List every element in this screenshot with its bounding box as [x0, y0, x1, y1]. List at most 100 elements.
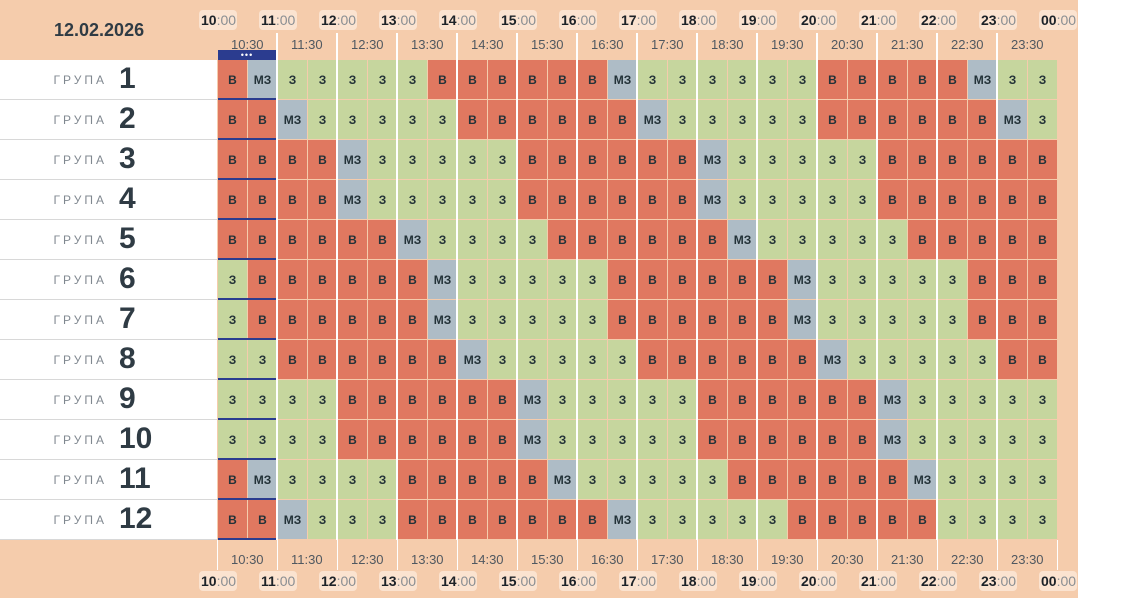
schedule-cell[interactable]: B [398, 300, 427, 339]
schedule-cell[interactable]: З [788, 180, 817, 219]
schedule-cell[interactable]: B [758, 380, 787, 419]
schedule-cell[interactable]: З [218, 380, 247, 419]
schedule-cell[interactable]: B [698, 220, 727, 259]
schedule-cell[interactable]: B [758, 460, 787, 499]
schedule-cell[interactable]: З [578, 300, 607, 339]
schedule-cell[interactable]: B [878, 500, 907, 539]
schedule-cell[interactable]: З [1028, 100, 1057, 139]
schedule-cell[interactable]: З [278, 380, 307, 419]
schedule-cell[interactable]: З [968, 340, 997, 379]
schedule-cell[interactable]: З [218, 300, 247, 339]
schedule-cell[interactable]: З [248, 420, 277, 459]
schedule-cell[interactable]: B [278, 300, 307, 339]
schedule-cell[interactable]: B [998, 260, 1027, 299]
schedule-cell[interactable]: B [518, 500, 547, 539]
schedule-cell[interactable]: З [218, 420, 247, 459]
schedule-cell[interactable]: B [638, 300, 667, 339]
schedule-cell[interactable]: B [488, 380, 517, 419]
schedule-cell[interactable]: B [788, 420, 817, 459]
schedule-cell[interactable]: B [878, 180, 907, 219]
schedule-cell[interactable]: З [968, 420, 997, 459]
schedule-cell[interactable]: МЗ [338, 180, 367, 219]
schedule-cell[interactable]: З [368, 180, 397, 219]
schedule-cell[interactable]: B [968, 260, 997, 299]
schedule-cell[interactable]: З [638, 500, 667, 539]
schedule-cell[interactable]: З [698, 460, 727, 499]
schedule-cell[interactable]: B [428, 500, 457, 539]
schedule-cell[interactable]: З [278, 460, 307, 499]
schedule-cell[interactable]: B [368, 300, 397, 339]
schedule-cell[interactable]: B [428, 460, 457, 499]
schedule-cell[interactable]: З [608, 460, 637, 499]
schedule-cell[interactable]: B [848, 100, 877, 139]
schedule-cell[interactable]: З [458, 140, 487, 179]
schedule-cell[interactable]: B [848, 380, 877, 419]
schedule-cell[interactable]: B [338, 380, 367, 419]
schedule-cell[interactable]: B [698, 300, 727, 339]
group-label[interactable]: ГРУПА 3 [0, 140, 217, 180]
schedule-cell[interactable]: B [638, 140, 667, 179]
schedule-cell[interactable]: З [488, 260, 517, 299]
schedule-cell[interactable]: B [368, 260, 397, 299]
schedule-cell[interactable]: B [728, 380, 757, 419]
schedule-cell[interactable]: З [758, 180, 787, 219]
schedule-cell[interactable]: З [668, 420, 697, 459]
schedule-cell[interactable]: B [248, 220, 277, 259]
schedule-cell[interactable]: B [608, 260, 637, 299]
schedule-cell[interactable]: З [788, 100, 817, 139]
schedule-cell[interactable]: B [968, 100, 997, 139]
schedule-cell[interactable]: З [998, 380, 1027, 419]
schedule-cell[interactable]: B [818, 60, 847, 99]
schedule-cell[interactable]: З [938, 300, 967, 339]
schedule-cell[interactable]: З [308, 380, 337, 419]
schedule-cell[interactable]: B [248, 500, 277, 539]
schedule-cell[interactable]: З [818, 140, 847, 179]
schedule-cell[interactable]: B [998, 300, 1027, 339]
schedule-cell[interactable]: З [308, 460, 337, 499]
schedule-cell[interactable]: З [818, 220, 847, 259]
schedule-cell[interactable]: З [608, 420, 637, 459]
schedule-cell[interactable]: З [758, 140, 787, 179]
schedule-cell[interactable]: B [818, 500, 847, 539]
schedule-cell[interactable]: З [428, 140, 457, 179]
schedule-cell[interactable]: B [308, 340, 337, 379]
schedule-cell[interactable]: B [878, 460, 907, 499]
schedule-cell[interactable]: З [458, 180, 487, 219]
schedule-cell[interactable]: B [878, 100, 907, 139]
schedule-cell[interactable]: B [998, 220, 1027, 259]
schedule-cell[interactable]: B [788, 500, 817, 539]
schedule-cell[interactable]: МЗ [908, 460, 937, 499]
schedule-cell[interactable]: B [818, 460, 847, 499]
schedule-cell[interactable]: B [818, 380, 847, 419]
schedule-cell[interactable]: З [998, 460, 1027, 499]
schedule-cell[interactable]: З [308, 60, 337, 99]
schedule-cell[interactable]: B [218, 140, 247, 179]
schedule-cell[interactable]: B [908, 60, 937, 99]
schedule-cell[interactable]: B [398, 460, 427, 499]
schedule-cell[interactable]: З [578, 380, 607, 419]
schedule-cell[interactable]: B [248, 260, 277, 299]
current-time-marker[interactable]: ••• [218, 50, 276, 60]
group-label[interactable]: ГРУПА 6 [0, 260, 217, 300]
schedule-cell[interactable]: З [1028, 460, 1057, 499]
schedule-cell[interactable]: B [488, 500, 517, 539]
schedule-cell[interactable]: МЗ [608, 500, 637, 539]
schedule-cell[interactable]: З [488, 220, 517, 259]
schedule-cell[interactable]: З [908, 380, 937, 419]
schedule-cell[interactable]: З [968, 500, 997, 539]
schedule-cell[interactable]: B [278, 180, 307, 219]
schedule-cell[interactable]: B [638, 220, 667, 259]
schedule-cell[interactable]: З [728, 100, 757, 139]
schedule-cell[interactable]: B [1028, 300, 1057, 339]
schedule-cell[interactable]: B [578, 100, 607, 139]
schedule-cell[interactable]: B [458, 420, 487, 459]
schedule-cell[interactable]: З [368, 60, 397, 99]
schedule-cell[interactable]: B [248, 140, 277, 179]
schedule-cell[interactable]: B [998, 180, 1027, 219]
schedule-cell[interactable]: B [278, 340, 307, 379]
schedule-cell[interactable]: B [338, 220, 367, 259]
group-label[interactable]: ГРУПА 11 [0, 460, 217, 500]
schedule-cell[interactable]: З [728, 60, 757, 99]
schedule-cell[interactable]: З [938, 260, 967, 299]
schedule-cell[interactable]: B [398, 420, 427, 459]
